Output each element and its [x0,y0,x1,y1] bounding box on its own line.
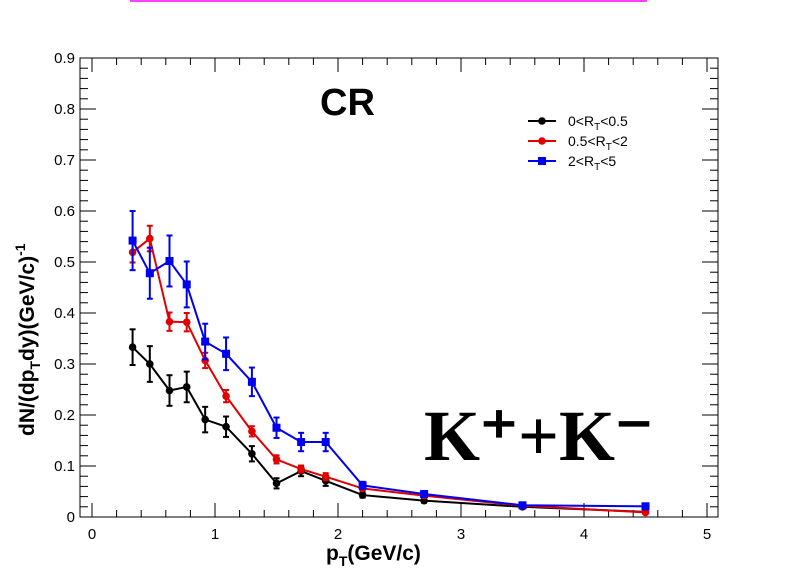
y-tick-label: 0.5 [54,254,75,271]
data-point [247,377,256,386]
y-tick-labels: 0 0.1 0.2 0.3 0.4 0.5 0.6 0.7 0.8 0.9 [54,50,75,526]
x-tick-label: 3 [457,526,465,543]
data-point [146,360,154,368]
data-point [518,501,527,510]
series-2 [128,210,650,511]
data-point [182,280,191,289]
x-tick-label: 0 [88,526,96,543]
data-point [222,349,231,358]
data-point [222,422,230,431]
data-point [222,392,230,400]
x-tick-label: 5 [703,526,711,543]
data-point [321,472,330,481]
data-point [641,508,650,517]
data-point [128,236,137,245]
data-point [128,343,137,351]
data-point [165,386,174,395]
x-tick-labels: 0 1 2 3 4 5 [88,526,711,543]
series-0 [128,328,650,516]
plot-frame [79,57,719,518]
legend-label: 0<RT<0.5 [568,113,628,133]
x-tick-label: 2 [334,526,342,543]
data-point [272,479,281,488]
y-tick-label: 0.8 [54,101,75,118]
data-point [165,256,174,265]
legend-marker [538,117,546,125]
y-tick-label: 0.2 [54,407,75,424]
y-axis-title: dN/(dpTdy)(GeV/c)-1 [12,243,43,436]
data-point [248,449,256,458]
data-point [146,234,154,243]
data-point [321,438,330,447]
data-point [358,481,367,490]
y-tick-label: 0.7 [54,152,75,169]
data-point [248,427,256,436]
y-tick-label: 0.4 [54,305,75,322]
data-point [272,455,281,464]
y-tick-label: 0.3 [54,356,75,373]
data-point [182,318,191,326]
axis-ticks [80,57,718,518]
region-annotation: CR [320,82,375,124]
legend-marker [538,157,546,165]
legend-marker [538,137,546,145]
data-point [201,337,210,346]
y-tick-label: 0.6 [54,203,75,220]
data-point [165,317,174,326]
data-point [201,415,209,424]
x-tick-label: 4 [580,526,588,543]
data-series [128,210,650,517]
data-point [358,491,367,499]
y-tick-label: 0.1 [54,458,75,475]
y-tick-label: 0.9 [54,50,75,67]
data-point [272,423,281,432]
x-tick-label: 1 [211,526,219,543]
legend: 0<RT<0.50.5<RT<22<RT<5 [528,113,628,173]
data-point [420,490,429,499]
legend-label: 2<RT<5 [568,153,616,173]
legend-label: 0.5<RT<2 [568,133,628,153]
data-point [297,438,306,447]
data-point [297,465,305,473]
data-point [182,383,191,391]
data-point [145,269,154,278]
y-tick-label: 0 [67,509,75,526]
x-axis-title: pT(GeV/c) [326,542,421,569]
data-point [641,502,650,511]
particle-annotation: K⁺+K⁻ [424,396,653,476]
